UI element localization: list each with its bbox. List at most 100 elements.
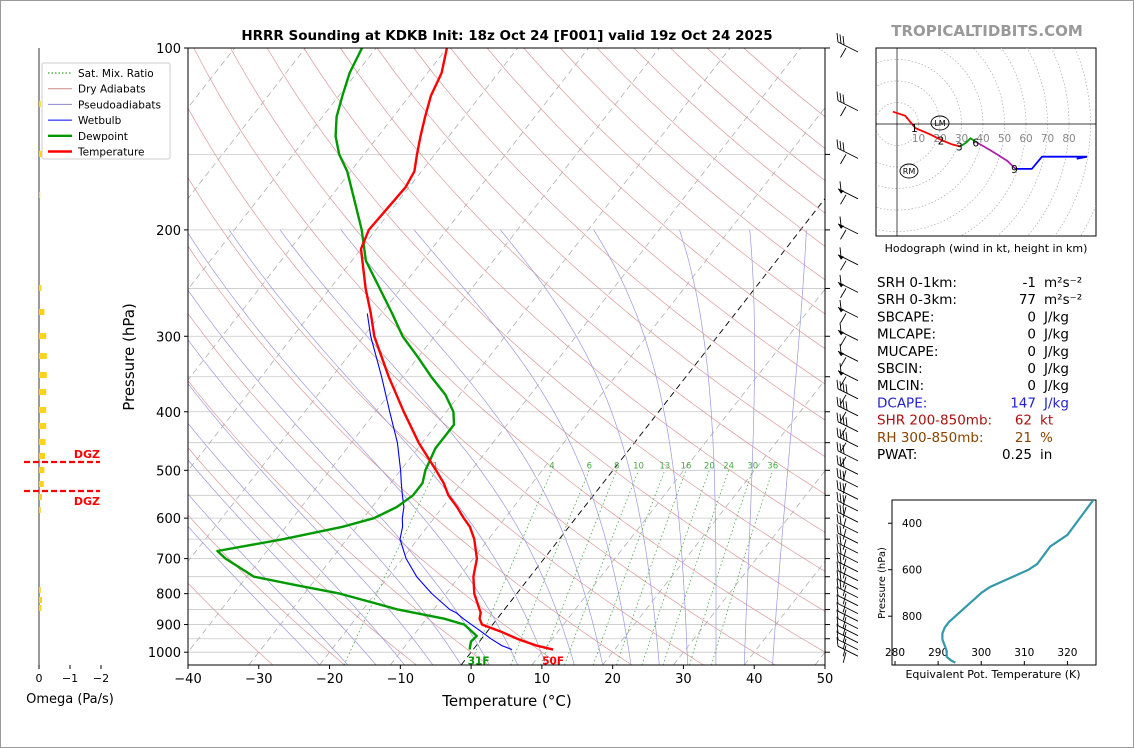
stat-value: 21 bbox=[1015, 430, 1032, 446]
isotherm-line bbox=[248, 48, 731, 665]
y-tick-label: 1000 bbox=[148, 646, 181, 661]
stat-value: -1 bbox=[1023, 275, 1036, 291]
mixing-ratio-line bbox=[616, 470, 687, 665]
y-tick-label: 900 bbox=[156, 619, 181, 634]
barb-flag bbox=[838, 188, 844, 194]
wind-barb bbox=[836, 561, 859, 588]
y-tick-label: 500 bbox=[156, 464, 181, 479]
omega-bar bbox=[39, 285, 42, 291]
stat-value: 0 bbox=[1027, 327, 1036, 343]
hodograph-trace bbox=[976, 141, 1017, 170]
barb-feather bbox=[839, 493, 842, 503]
dry-adiabat bbox=[340, 48, 825, 495]
wind-barb bbox=[836, 630, 859, 657]
barb-feather bbox=[839, 247, 842, 257]
barb-feather bbox=[839, 381, 842, 391]
barb-feather bbox=[836, 552, 839, 562]
wind-barb bbox=[836, 379, 859, 405]
wind-barb bbox=[836, 468, 859, 494]
x-tick-label: −20 bbox=[316, 672, 343, 687]
stat-unit: J/kg bbox=[1043, 361, 1069, 377]
wind-barb bbox=[836, 534, 859, 560]
barb-feather bbox=[839, 571, 842, 581]
isotherm-line bbox=[0, 48, 22, 665]
barb-feather bbox=[836, 480, 839, 490]
hodograph-ring-label: 50 bbox=[998, 133, 1011, 145]
dry-adiabat bbox=[188, 177, 704, 665]
barb-feather bbox=[836, 630, 839, 640]
skewt-profiles bbox=[216, 48, 554, 651]
pseudoadiabat bbox=[743, 229, 755, 665]
thetae-y-tick-label: 400 bbox=[902, 518, 922, 530]
stat-label: MLCAPE: bbox=[877, 327, 936, 343]
stat-label: MLCIN: bbox=[877, 378, 924, 394]
wind-barb bbox=[836, 491, 859, 518]
barb-feather bbox=[836, 412, 839, 422]
y-tick-label: 800 bbox=[156, 588, 181, 603]
hodograph-height-label: 9 bbox=[1011, 164, 1018, 176]
hodograph-height-label: 2 bbox=[938, 135, 945, 147]
skewt-xlabel: Temperature (°C) bbox=[441, 692, 571, 710]
hodograph-frame bbox=[875, 47, 1097, 237]
wind-barb bbox=[836, 637, 859, 663]
stat-unit: J/kg bbox=[1043, 327, 1069, 343]
barb-feather bbox=[839, 563, 842, 573]
pseudoadiabat bbox=[188, 383, 434, 665]
omega-bar bbox=[39, 192, 41, 198]
dry-adiabat bbox=[266, 48, 825, 572]
legend: Sat. Mix. Ratio Dry Adiabats Pseudoadiabat… bbox=[41, 62, 171, 160]
barb-feather bbox=[842, 506, 845, 516]
barb-feather bbox=[839, 414, 842, 424]
barb-feather bbox=[836, 396, 839, 406]
thetae-ylabel: Pressure (hPa) bbox=[877, 547, 888, 619]
pseudoadiabat bbox=[500, 229, 660, 665]
dry-adiabat bbox=[188, 245, 632, 665]
omega-tick-label: −2 bbox=[93, 672, 109, 685]
barb-feather bbox=[842, 94, 845, 104]
omega-bar bbox=[39, 353, 47, 359]
wind-barb bbox=[837, 363, 859, 387]
stat-row: PWAT: 0.25 in bbox=[877, 447, 1052, 463]
barb-feather bbox=[839, 216, 842, 226]
barb-feather bbox=[836, 594, 839, 604]
brand-logo: TROPICALTIDBITS.COM bbox=[891, 22, 1083, 40]
mixing-ratio-label: 10 bbox=[633, 461, 644, 471]
thetae-x-tick-label: 290 bbox=[928, 647, 948, 659]
skewt-grid: 1 4 6 8 10 13 16 20 24 30 36 bbox=[0, 48, 825, 665]
mixing-ratio-label: 8 bbox=[614, 461, 619, 471]
barb-feather bbox=[836, 491, 839, 502]
x-tick-label: 30 bbox=[675, 672, 692, 687]
stat-unit: % bbox=[1040, 430, 1053, 446]
barb-feather bbox=[836, 623, 839, 633]
dry-adiabat bbox=[188, 514, 345, 665]
stat-value: 77 bbox=[1019, 292, 1036, 308]
barb-feather bbox=[839, 456, 842, 466]
thetae-panel: 280 290 300 310 320 400 600 800 bbox=[885, 499, 1097, 666]
wind-barb bbox=[836, 513, 859, 540]
isotherm-line bbox=[460, 197, 825, 665]
mixing-ratio-label: 36 bbox=[767, 461, 778, 471]
stat-unit: m²s⁻² bbox=[1044, 275, 1082, 291]
omega-bar bbox=[39, 439, 46, 445]
thetae-x-tick-label: 280 bbox=[885, 647, 905, 659]
pseudoadiabat bbox=[188, 339, 462, 665]
barb-feather bbox=[842, 458, 845, 468]
wind-barb bbox=[836, 139, 859, 165]
stat-row: RH 300-850mb: 21% bbox=[877, 430, 1053, 446]
hodograph-ring-label: 80 bbox=[1062, 133, 1075, 145]
chart-title: HRRR Sounding at KDKB Init: 18z Oct 24 [… bbox=[241, 28, 772, 44]
omega-bar bbox=[39, 507, 41, 513]
legend-label: Pseudoadiabats bbox=[78, 99, 161, 111]
isotherm-line bbox=[188, 48, 589, 563]
barb-flag bbox=[838, 282, 844, 288]
isotherm-line bbox=[188, 48, 448, 381]
mixing-ratio-label: 13 bbox=[659, 461, 670, 471]
hodograph-trace bbox=[959, 137, 978, 148]
barb-feather bbox=[836, 32, 839, 43]
thetae-y-tick-label: 600 bbox=[902, 565, 922, 577]
wetbulb-line bbox=[366, 313, 513, 651]
wind-barb bbox=[837, 322, 859, 347]
omega-bar bbox=[39, 605, 42, 611]
hodograph-height-label: 3 bbox=[956, 141, 963, 153]
